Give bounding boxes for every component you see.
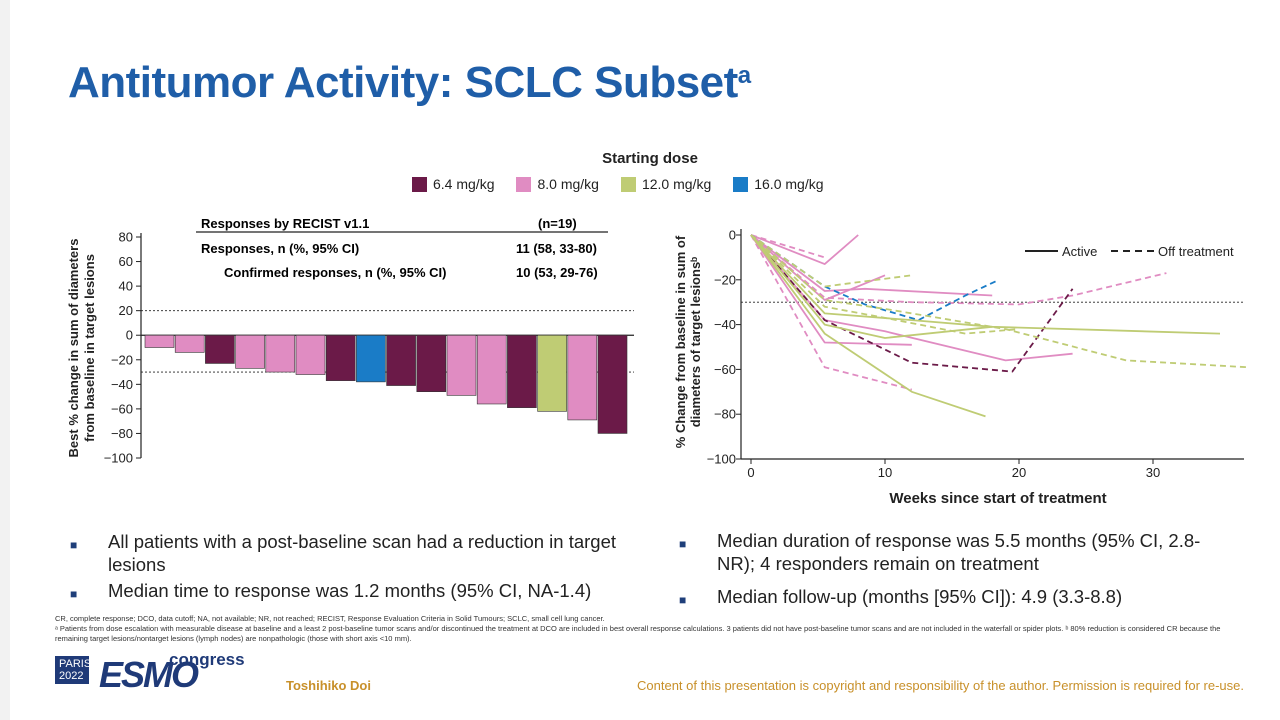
spider-series-line	[750, 234, 886, 301]
spider-series-line	[750, 234, 1247, 369]
legend-active-label: Active	[1062, 244, 1097, 259]
waterfall-bar	[295, 334, 326, 375]
y-tick-label: 20	[119, 303, 133, 318]
table-header-label: Responses by RECIST v1.1	[201, 216, 369, 231]
bullet-item: ■ Median follow-up (months [95% CI]): 4.9…	[679, 585, 1219, 612]
logo-city-badge: PARIS 2022	[55, 656, 91, 684]
spider-series-line	[750, 234, 912, 346]
bullet-marker-icon: ■	[679, 537, 687, 551]
waterfall-bar	[537, 334, 567, 412]
congress-logo: PARIS 2022 ESMO congress	[55, 650, 245, 695]
waterfall-bar	[476, 334, 507, 405]
waterfall-bar	[446, 334, 477, 396]
legend-swatch	[620, 176, 636, 192]
author-name: Toshihiko Doi	[286, 678, 371, 693]
copyright-notice: Content of this presentation is copyrigh…	[637, 678, 1244, 693]
waterfall-bar	[325, 334, 356, 381]
waterfall-bar	[386, 334, 416, 386]
bullet-item: ■ All patients with a post-baseline scan …	[70, 531, 617, 575]
legend-item: 16.0 mg/kg	[733, 176, 824, 192]
legend-label: 16.0 mg/kg	[754, 176, 824, 192]
table-row1-label: Responses, n (%, 95% CI)	[201, 241, 359, 256]
slide-title: Antitumor Activity: SCLC Subseta	[68, 58, 751, 107]
bullet-item: ■ Median time to response was 1.2 months …	[70, 579, 670, 606]
bullet-item: ■ Median duration of response was 5.5 mon…	[679, 530, 1201, 574]
spider-series-line	[750, 234, 1074, 373]
slide-edge	[0, 0, 10, 720]
legend-off-label: Off treatment	[1158, 244, 1234, 259]
y-tick-label: −20	[111, 352, 133, 367]
waterfall-bar	[235, 334, 265, 369]
y-tick-label: −80	[714, 407, 736, 422]
x-axis-label: Weeks since start of treatment	[889, 490, 1106, 507]
spider-series-line	[750, 234, 913, 391]
logo-congress: congress	[169, 650, 245, 669]
waterfall-bar	[174, 334, 205, 353]
y-tick-label: 0	[729, 228, 736, 243]
y-tick-label: 60	[119, 254, 133, 269]
waterfall-bar	[205, 334, 235, 364]
table-row2-value: 10 (53, 29-76)	[516, 265, 598, 280]
waterfall-bar	[597, 334, 628, 434]
footnotes: CR, complete response; DCO, data cutoff;…	[55, 614, 1235, 644]
spider-series-line	[750, 234, 986, 418]
x-tick-label: 30	[1146, 465, 1160, 480]
legend-swatch	[516, 176, 532, 192]
bullet-marker-icon: ■	[70, 587, 78, 601]
y-tick-label: −80	[111, 426, 133, 441]
bullets-right: ■ Median duration of response was 5.5 mon…	[679, 529, 1219, 615]
bullets-left: ■ All patients with a post-baseline scan …	[70, 530, 670, 609]
table-row1-value: 11 (58, 33-80)	[516, 241, 597, 256]
waterfall-bar	[356, 334, 386, 383]
y-tick-label: 0	[126, 328, 133, 343]
footnote-abbreviations: CR, complete response; DCO, data cutoff;…	[55, 614, 605, 623]
waterfall-bar	[144, 334, 175, 348]
x-tick-label: 0	[747, 465, 754, 480]
waterfall-bar	[416, 334, 447, 393]
spider-series-line	[750, 234, 993, 297]
table-row2-label: Confirmed responses, n (%, 95% CI)	[224, 265, 447, 280]
waterfall-bar	[265, 334, 296, 373]
waterfall-bar	[507, 334, 537, 408]
legend-title: Starting dose	[602, 150, 698, 167]
legend-swatch	[412, 176, 427, 192]
legend-label: 12.0 mg/kg	[641, 176, 712, 192]
dose-legend: 6.4 mg/kg 8.0 mg/kg 12.0 mg/kg 16.0 mg/kg	[412, 176, 824, 192]
spider-series-line	[750, 234, 825, 259]
y-tick-label: −60	[111, 401, 133, 416]
legend-item: 12.0 mg/kg	[620, 176, 712, 192]
response-table: Responses by RECIST v1.1 (n=19) Response…	[196, 216, 608, 280]
legend-item: 8.0 mg/kg	[516, 176, 599, 192]
logo-brand: ESMO	[99, 654, 199, 695]
y-tick-label: 40	[119, 279, 133, 294]
bullet-marker-icon: ■	[679, 593, 687, 607]
y-tick-label: −60	[714, 362, 736, 377]
spider-series-line	[750, 234, 1167, 306]
spider-series-line	[750, 234, 1221, 335]
y-tick-label: −20	[714, 272, 736, 287]
y-tick-label: −100	[707, 452, 736, 467]
legend-label: 6.4 mg/kg	[433, 176, 495, 192]
bullet-marker-icon: ■	[70, 538, 78, 552]
legend-label: 8.0 mg/kg	[537, 176, 599, 192]
y-axis-label: % Change from baseline in sum ofdiameter…	[673, 235, 703, 448]
waterfall-bar	[567, 334, 598, 421]
footnote-notes: ᵃ Patients from dose escalation with mea…	[55, 624, 1221, 643]
x-tick-label: 10	[878, 465, 892, 480]
y-tick-label: −40	[714, 317, 736, 332]
x-tick-label: 20	[1012, 465, 1026, 480]
legend-swatch	[733, 176, 749, 192]
y-axis-label: Best % change in sum of diametersfrom ba…	[66, 239, 97, 458]
y-tick-label: −40	[111, 377, 133, 392]
y-tick-label: −100	[104, 451, 133, 466]
table-header-value: (n=19)	[538, 216, 577, 231]
legend-item: 6.4 mg/kg	[412, 176, 494, 192]
spider-series-line	[750, 234, 859, 266]
spider-series-line	[750, 234, 993, 339]
y-tick-label: 80	[119, 230, 133, 245]
